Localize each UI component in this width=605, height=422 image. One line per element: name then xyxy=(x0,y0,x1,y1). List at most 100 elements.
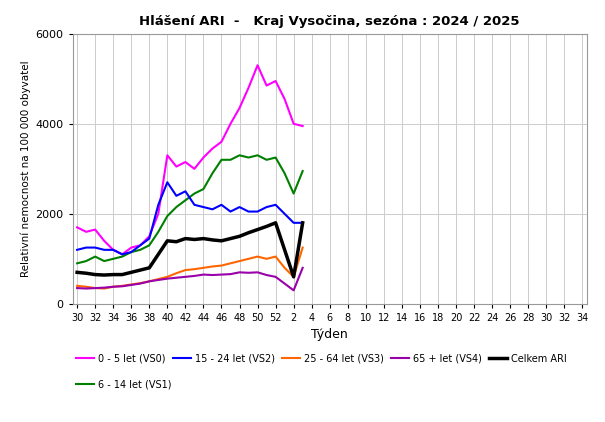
0 - 5 let (VS0) xyxy=(272,78,280,84)
0 - 5 let (VS0) xyxy=(146,234,153,239)
15 - 24 let (VS2) xyxy=(182,189,189,194)
0 - 5 let (VS0) xyxy=(290,121,297,126)
65 + let (VS4) xyxy=(236,270,243,275)
Celkem ARI xyxy=(290,274,297,279)
Celkem ARI xyxy=(110,272,117,277)
25 - 64 let (VS3) xyxy=(290,274,297,279)
15 - 24 let (VS2) xyxy=(91,245,99,250)
15 - 24 let (VS2) xyxy=(245,209,252,214)
0 - 5 let (VS0) xyxy=(281,97,288,102)
0 - 5 let (VS0) xyxy=(100,238,108,243)
6 - 14 let (VS1) xyxy=(137,247,144,252)
Line: 25 - 64 let (VS3): 25 - 64 let (VS3) xyxy=(77,248,302,289)
Celkem ARI xyxy=(119,272,126,277)
6 - 14 let (VS1) xyxy=(218,157,225,162)
6 - 14 let (VS1) xyxy=(119,254,126,259)
Celkem ARI xyxy=(281,247,288,252)
15 - 24 let (VS2) xyxy=(191,202,198,207)
15 - 24 let (VS2) xyxy=(172,193,180,198)
Line: 6 - 14 let (VS1): 6 - 14 let (VS1) xyxy=(77,155,302,263)
6 - 14 let (VS1) xyxy=(110,256,117,261)
6 - 14 let (VS1) xyxy=(227,157,234,162)
25 - 64 let (VS3) xyxy=(191,267,198,272)
65 + let (VS4) xyxy=(191,273,198,279)
Title: Hlášení ARI  -   Kraj Vysočina, sezóna : 2024 / 2025: Hlášení ARI - Kraj Vysočina, sezóna : 20… xyxy=(140,16,520,28)
Line: 15 - 24 let (VS2): 15 - 24 let (VS2) xyxy=(77,182,302,254)
65 + let (VS4) xyxy=(245,270,252,275)
0 - 5 let (VS0) xyxy=(110,247,117,252)
25 - 64 let (VS3) xyxy=(281,265,288,271)
65 + let (VS4) xyxy=(200,272,207,277)
25 - 64 let (VS3) xyxy=(73,283,80,288)
Celkem ARI xyxy=(254,227,261,232)
0 - 5 let (VS0) xyxy=(191,166,198,171)
Celkem ARI xyxy=(73,270,80,275)
6 - 14 let (VS1) xyxy=(200,187,207,192)
15 - 24 let (VS2) xyxy=(73,247,80,252)
25 - 64 let (VS3) xyxy=(137,281,144,286)
6 - 14 let (VS1) xyxy=(91,254,99,259)
25 - 64 let (VS3) xyxy=(146,279,153,284)
25 - 64 let (VS3) xyxy=(82,284,90,289)
0 - 5 let (VS0) xyxy=(172,164,180,169)
0 - 5 let (VS0) xyxy=(91,227,99,232)
0 - 5 let (VS0) xyxy=(182,160,189,165)
25 - 64 let (VS3) xyxy=(263,256,270,261)
6 - 14 let (VS1) xyxy=(254,153,261,158)
25 - 64 let (VS3) xyxy=(236,259,243,264)
X-axis label: Týden: Týden xyxy=(312,328,348,341)
Celkem ARI xyxy=(100,273,108,278)
Celkem ARI xyxy=(218,238,225,243)
Line: Celkem ARI: Celkem ARI xyxy=(77,223,302,277)
65 + let (VS4) xyxy=(227,272,234,277)
65 + let (VS4) xyxy=(218,272,225,277)
6 - 14 let (VS1) xyxy=(73,261,80,266)
15 - 24 let (VS2) xyxy=(209,207,216,212)
25 - 64 let (VS3) xyxy=(155,276,162,281)
0 - 5 let (VS0) xyxy=(263,83,270,88)
6 - 14 let (VS1) xyxy=(245,155,252,160)
25 - 64 let (VS3) xyxy=(119,283,126,288)
15 - 24 let (VS2) xyxy=(200,205,207,210)
25 - 64 let (VS3) xyxy=(91,286,99,291)
0 - 5 let (VS0) xyxy=(119,252,126,257)
25 - 64 let (VS3) xyxy=(245,256,252,261)
0 - 5 let (VS0) xyxy=(137,243,144,248)
6 - 14 let (VS1) xyxy=(182,198,189,203)
Celkem ARI xyxy=(299,220,306,225)
15 - 24 let (VS2) xyxy=(272,202,280,207)
25 - 64 let (VS3) xyxy=(299,245,306,250)
Celkem ARI xyxy=(128,270,135,275)
6 - 14 let (VS1) xyxy=(209,171,216,176)
0 - 5 let (VS0) xyxy=(200,155,207,160)
6 - 14 let (VS1) xyxy=(236,153,243,158)
15 - 24 let (VS2) xyxy=(155,202,162,207)
Celkem ARI xyxy=(182,236,189,241)
Celkem ARI xyxy=(164,238,171,243)
15 - 24 let (VS2) xyxy=(128,249,135,254)
6 - 14 let (VS1) xyxy=(164,214,171,219)
65 + let (VS4) xyxy=(100,285,108,290)
Line: 65 + let (VS4): 65 + let (VS4) xyxy=(77,268,302,290)
6 - 14 let (VS1) xyxy=(146,243,153,248)
0 - 5 let (VS0) xyxy=(227,121,234,126)
15 - 24 let (VS2) xyxy=(281,211,288,216)
65 + let (VS4) xyxy=(119,284,126,289)
0 - 5 let (VS0) xyxy=(82,229,90,234)
0 - 5 let (VS0) xyxy=(128,245,135,250)
65 + let (VS4) xyxy=(128,282,135,287)
15 - 24 let (VS2) xyxy=(263,205,270,210)
25 - 64 let (VS3) xyxy=(254,254,261,259)
15 - 24 let (VS2) xyxy=(299,220,306,225)
15 - 24 let (VS2) xyxy=(146,236,153,241)
25 - 64 let (VS3) xyxy=(200,265,207,271)
Celkem ARI xyxy=(200,236,207,241)
15 - 24 let (VS2) xyxy=(254,209,261,214)
25 - 64 let (VS3) xyxy=(100,286,108,291)
15 - 24 let (VS2) xyxy=(290,220,297,225)
6 - 14 let (VS1) xyxy=(172,205,180,210)
25 - 64 let (VS3) xyxy=(128,282,135,287)
65 + let (VS4) xyxy=(110,284,117,289)
15 - 24 let (VS2) xyxy=(218,202,225,207)
Line: 0 - 5 let (VS0): 0 - 5 let (VS0) xyxy=(77,65,302,254)
